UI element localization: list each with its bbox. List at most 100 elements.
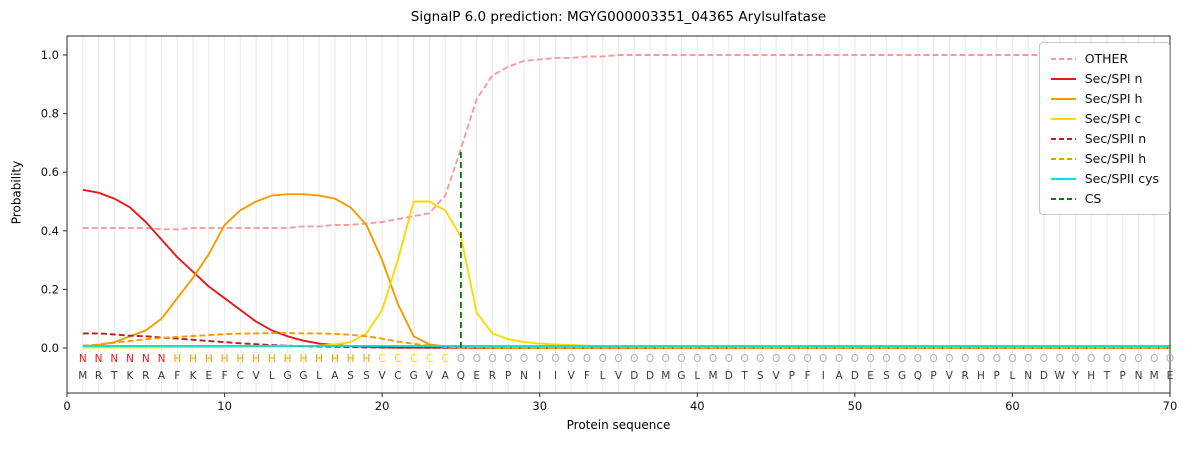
residue-letter: V	[615, 370, 623, 382]
chart-title: SignalP 6.0 prediction: MGYG000003351_04…	[410, 9, 827, 25]
residue-letter: H	[1087, 370, 1095, 382]
legend-item-sec-spi-h: Sec/SPI h	[1050, 90, 1159, 107]
y-tick-label: 0.0	[41, 341, 59, 355]
legend-item-cs: CS	[1050, 190, 1159, 207]
residue-letter: D	[725, 370, 733, 382]
residue-letter: E	[205, 370, 212, 382]
region-label: O	[1119, 353, 1127, 365]
region-label: H	[252, 353, 260, 365]
region-label: O	[740, 353, 748, 365]
region-label: H	[331, 353, 339, 365]
residue-letter: I	[554, 370, 557, 382]
region-label: O	[1056, 353, 1064, 365]
residue-letter: D	[851, 370, 859, 382]
region-label: O	[567, 353, 575, 365]
residue-letter: R	[142, 370, 149, 382]
residue-letter: L	[1009, 370, 1015, 382]
residue-letter: P	[1120, 370, 1126, 382]
residue-letter: G	[898, 370, 906, 382]
legend-label: Sec/SPII n	[1084, 131, 1147, 146]
residue-letter: I	[822, 370, 825, 382]
residue-letter: W	[1055, 370, 1066, 382]
region-label: O	[614, 353, 622, 365]
residue-letter: F	[584, 370, 590, 382]
residue-letter: E	[867, 370, 874, 382]
residue-letter: A	[836, 370, 844, 382]
region-label: O	[1071, 353, 1079, 365]
region-label: O	[488, 353, 496, 365]
residue-letter: K	[127, 370, 135, 382]
residue-letter: P	[789, 370, 795, 382]
series-line-sec-spi-h	[82, 193, 1170, 349]
region-label: O	[898, 353, 906, 365]
legend-item-sec-spii-cys: Sec/SPII cys	[1050, 170, 1159, 187]
legend-label: Sec/SPI c	[1084, 111, 1142, 126]
residue-letter: F	[805, 370, 811, 382]
residue-letter: S	[757, 370, 764, 382]
residue-letter: Q	[457, 370, 465, 382]
region-label: C	[394, 353, 401, 365]
residue-letter: V	[379, 370, 387, 382]
region-label: O	[662, 353, 670, 365]
x-tick-label: 40	[690, 399, 705, 413]
x-tick-label: 60	[1005, 399, 1020, 413]
y-tick-label: 0.4	[41, 224, 59, 238]
region-label: H	[284, 353, 292, 365]
residue-letter: P	[930, 370, 936, 382]
region-label: N	[110, 353, 118, 365]
residue-letter: R	[95, 370, 102, 382]
x-tick-label: 30	[532, 399, 547, 413]
residue-letter: L	[600, 370, 606, 382]
region-label: N	[126, 353, 134, 365]
residue-letter: V	[253, 370, 261, 382]
residue-letter: V	[946, 370, 954, 382]
region-label: H	[189, 353, 197, 365]
legend-line-sample	[1050, 57, 1076, 60]
residue-letter: L	[694, 370, 700, 382]
region-label: O	[929, 353, 937, 365]
region-label: H	[299, 353, 307, 365]
region-label: O	[1008, 353, 1016, 365]
residue-letter: G	[410, 370, 418, 382]
axes-frame	[66, 35, 1171, 394]
region-label: H	[268, 353, 276, 365]
region-label: O	[504, 353, 512, 365]
residue-letter: M	[661, 370, 670, 382]
residue-letter: N	[1024, 370, 1032, 382]
residue-letter: E	[1167, 370, 1174, 382]
residue-letter: V	[773, 370, 781, 382]
residue-letter: T	[740, 370, 748, 382]
region-label: O	[788, 353, 796, 365]
legend-item-sec-spi-n: Sec/SPI n	[1050, 70, 1159, 87]
region-label: O	[693, 353, 701, 365]
x-tick-label: 10	[217, 399, 232, 413]
legend-label: Sec/SPII h	[1084, 151, 1147, 166]
residue-letter: V	[568, 370, 576, 382]
legend: OTHER Sec/SPI n Sec/SPI h Sec/SPI c Sec/SPII…	[1038, 42, 1170, 215]
residue-letter: A	[331, 370, 339, 382]
legend-item-other: OTHER	[1050, 50, 1159, 67]
legend-item-sec-spii-h: Sec/SPII h	[1050, 150, 1159, 167]
series-line-sec-spi-c	[82, 200, 1170, 349]
region-label: O	[772, 353, 780, 365]
region-label: N	[142, 353, 150, 365]
residue-letter: I	[538, 370, 541, 382]
residue-letter: G	[677, 370, 685, 382]
residue-letter: C	[394, 370, 401, 382]
x-tick-label: 20	[375, 399, 390, 413]
region-label: O	[709, 353, 717, 365]
region-label: O	[866, 353, 874, 365]
residue-letter: D	[630, 370, 638, 382]
residue-letter: T	[1103, 370, 1111, 382]
residue-letter: L	[316, 370, 322, 382]
region-label: H	[221, 353, 229, 365]
region-label: O	[803, 353, 811, 365]
residue-letter: L	[269, 370, 275, 382]
region-label: H	[362, 353, 370, 365]
region-label: O	[1150, 353, 1158, 365]
residue-letter: N	[520, 370, 528, 382]
region-label: H	[205, 353, 213, 365]
residue-letter: Y	[1071, 370, 1079, 382]
region-label: H	[173, 353, 181, 365]
